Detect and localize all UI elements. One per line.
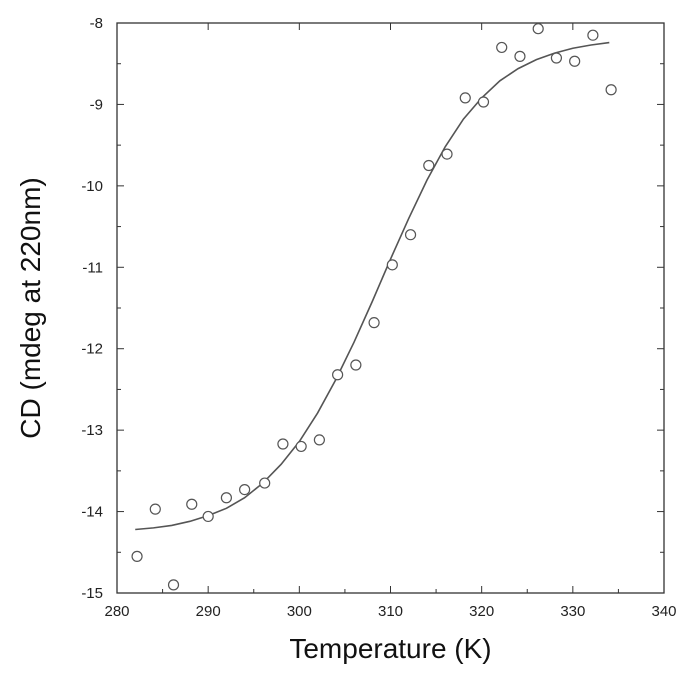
data-point: [313, 434, 325, 446]
fit-line: [135, 41, 610, 531]
data-point: [277, 438, 289, 450]
data-point: [202, 510, 214, 523]
data-point: [368, 317, 380, 329]
y-axis-title: CD (mdeg at 220nm): [15, 177, 46, 438]
y-tick-label: -9: [90, 96, 103, 113]
x-tick-label: 310: [378, 603, 403, 620]
data-point: [459, 92, 471, 104]
data-point: [239, 483, 251, 496]
y-tick-label: -12: [81, 341, 103, 358]
data-point: [167, 579, 180, 591]
data-point: [149, 503, 161, 515]
data-point: [514, 50, 526, 62]
data-point: [259, 477, 271, 489]
y-tick-label: -15: [81, 585, 103, 602]
data-point: [550, 52, 563, 64]
x-axis-title: Temperature (K): [289, 633, 491, 664]
data-point: [441, 148, 453, 160]
y-tick-label: -14: [81, 504, 103, 521]
x-tick-label: 290: [196, 603, 221, 620]
y-tick-label: -13: [81, 422, 103, 439]
x-tick-label: 330: [560, 603, 585, 620]
data-point: [605, 84, 617, 96]
data-point: [587, 29, 599, 41]
data-point: [532, 23, 544, 35]
y-tick-label: -10: [81, 178, 103, 195]
data-point: [423, 159, 435, 172]
data-point: [186, 498, 198, 510]
x-tick-label: 320: [469, 603, 494, 620]
data-point: [404, 229, 417, 241]
data-markers: [131, 23, 617, 591]
x-tick-label: 340: [651, 603, 676, 620]
plot-frame: [116, 22, 665, 594]
data-point: [332, 369, 344, 381]
data-point: [220, 492, 232, 504]
data-point: [477, 96, 490, 108]
data-point: [350, 359, 362, 371]
data-point: [496, 41, 508, 54]
y-tick-label: -8: [90, 15, 103, 32]
data-point: [295, 440, 307, 453]
x-tick-label: 300: [287, 603, 312, 620]
x-tick-label: 280: [104, 603, 129, 620]
data-point: [386, 259, 398, 271]
data-point: [569, 55, 581, 67]
data-point: [131, 550, 143, 562]
y-axis-ticks: -8 -9 -10 -11 -12 -13 -14 -15: [81, 15, 664, 602]
y-tick-label: -11: [82, 259, 103, 276]
x-axis-ticks: 280 290 300 310 320 330 340: [104, 23, 677, 620]
